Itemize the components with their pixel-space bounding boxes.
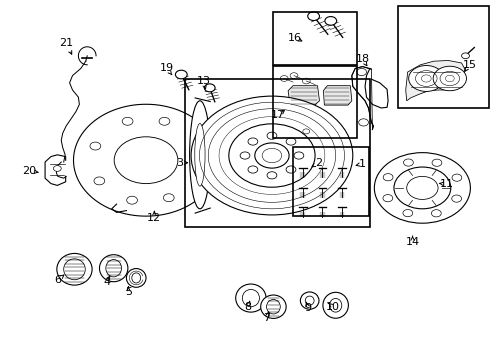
Circle shape xyxy=(452,174,462,181)
Circle shape xyxy=(294,152,304,159)
Text: 10: 10 xyxy=(326,302,340,312)
Ellipse shape xyxy=(323,292,348,318)
Text: 5: 5 xyxy=(125,287,132,297)
Polygon shape xyxy=(323,86,352,105)
Text: 4: 4 xyxy=(103,276,110,287)
Circle shape xyxy=(383,194,393,202)
Text: 17: 17 xyxy=(271,110,285,120)
Circle shape xyxy=(359,119,368,126)
Circle shape xyxy=(325,17,337,25)
Ellipse shape xyxy=(330,298,342,312)
Circle shape xyxy=(432,159,442,166)
Text: 12: 12 xyxy=(147,213,161,223)
Ellipse shape xyxy=(190,101,210,209)
Polygon shape xyxy=(406,60,465,101)
Circle shape xyxy=(114,137,178,184)
Text: 21: 21 xyxy=(59,38,73,48)
Circle shape xyxy=(286,138,296,145)
Circle shape xyxy=(53,166,61,171)
Circle shape xyxy=(308,12,319,21)
Bar xyxy=(185,79,370,227)
Circle shape xyxy=(407,176,438,199)
Ellipse shape xyxy=(126,269,146,287)
Circle shape xyxy=(191,96,353,215)
Text: 6: 6 xyxy=(54,275,61,285)
Bar xyxy=(273,66,357,138)
Circle shape xyxy=(404,159,414,166)
Circle shape xyxy=(159,117,170,125)
Text: 11: 11 xyxy=(440,179,454,189)
Text: 16: 16 xyxy=(288,33,302,43)
Circle shape xyxy=(286,166,296,173)
Ellipse shape xyxy=(106,260,122,277)
Ellipse shape xyxy=(305,296,314,305)
Text: 15: 15 xyxy=(463,60,476,70)
Ellipse shape xyxy=(267,300,280,314)
Polygon shape xyxy=(352,67,373,130)
Text: 9: 9 xyxy=(304,303,311,313)
Circle shape xyxy=(409,66,444,91)
Bar xyxy=(273,12,357,65)
Text: 13: 13 xyxy=(196,76,210,86)
Text: 20: 20 xyxy=(23,166,36,176)
Ellipse shape xyxy=(236,284,266,312)
Circle shape xyxy=(462,53,469,59)
Circle shape xyxy=(248,166,258,173)
Ellipse shape xyxy=(64,259,85,280)
Circle shape xyxy=(175,70,187,79)
Polygon shape xyxy=(288,86,319,105)
Circle shape xyxy=(248,138,258,145)
Ellipse shape xyxy=(132,273,141,283)
Circle shape xyxy=(267,132,277,139)
Circle shape xyxy=(433,66,466,91)
Circle shape xyxy=(452,195,462,202)
Circle shape xyxy=(394,167,451,209)
Circle shape xyxy=(357,68,367,76)
Circle shape xyxy=(94,177,105,185)
Text: 18: 18 xyxy=(356,54,369,64)
Circle shape xyxy=(229,124,315,187)
Text: 3: 3 xyxy=(176,158,183,168)
Text: 1: 1 xyxy=(359,159,366,169)
Circle shape xyxy=(431,210,441,217)
Circle shape xyxy=(267,172,277,179)
Circle shape xyxy=(374,153,470,223)
Circle shape xyxy=(122,117,133,125)
Ellipse shape xyxy=(300,292,319,309)
Circle shape xyxy=(255,143,289,168)
Circle shape xyxy=(204,84,215,92)
Bar xyxy=(293,147,369,216)
Text: 19: 19 xyxy=(160,63,173,73)
Text: 7: 7 xyxy=(264,312,270,323)
Text: 14: 14 xyxy=(406,237,419,247)
Text: 8: 8 xyxy=(245,302,251,312)
Ellipse shape xyxy=(57,253,92,285)
Circle shape xyxy=(403,210,413,217)
Ellipse shape xyxy=(261,295,286,319)
Bar xyxy=(398,6,489,108)
Circle shape xyxy=(383,174,393,181)
Circle shape xyxy=(163,194,174,202)
Circle shape xyxy=(90,142,101,150)
Ellipse shape xyxy=(195,123,205,186)
Circle shape xyxy=(127,196,138,204)
Ellipse shape xyxy=(242,289,260,307)
Circle shape xyxy=(240,152,250,159)
Text: 2: 2 xyxy=(315,158,322,168)
Ellipse shape xyxy=(99,255,128,282)
